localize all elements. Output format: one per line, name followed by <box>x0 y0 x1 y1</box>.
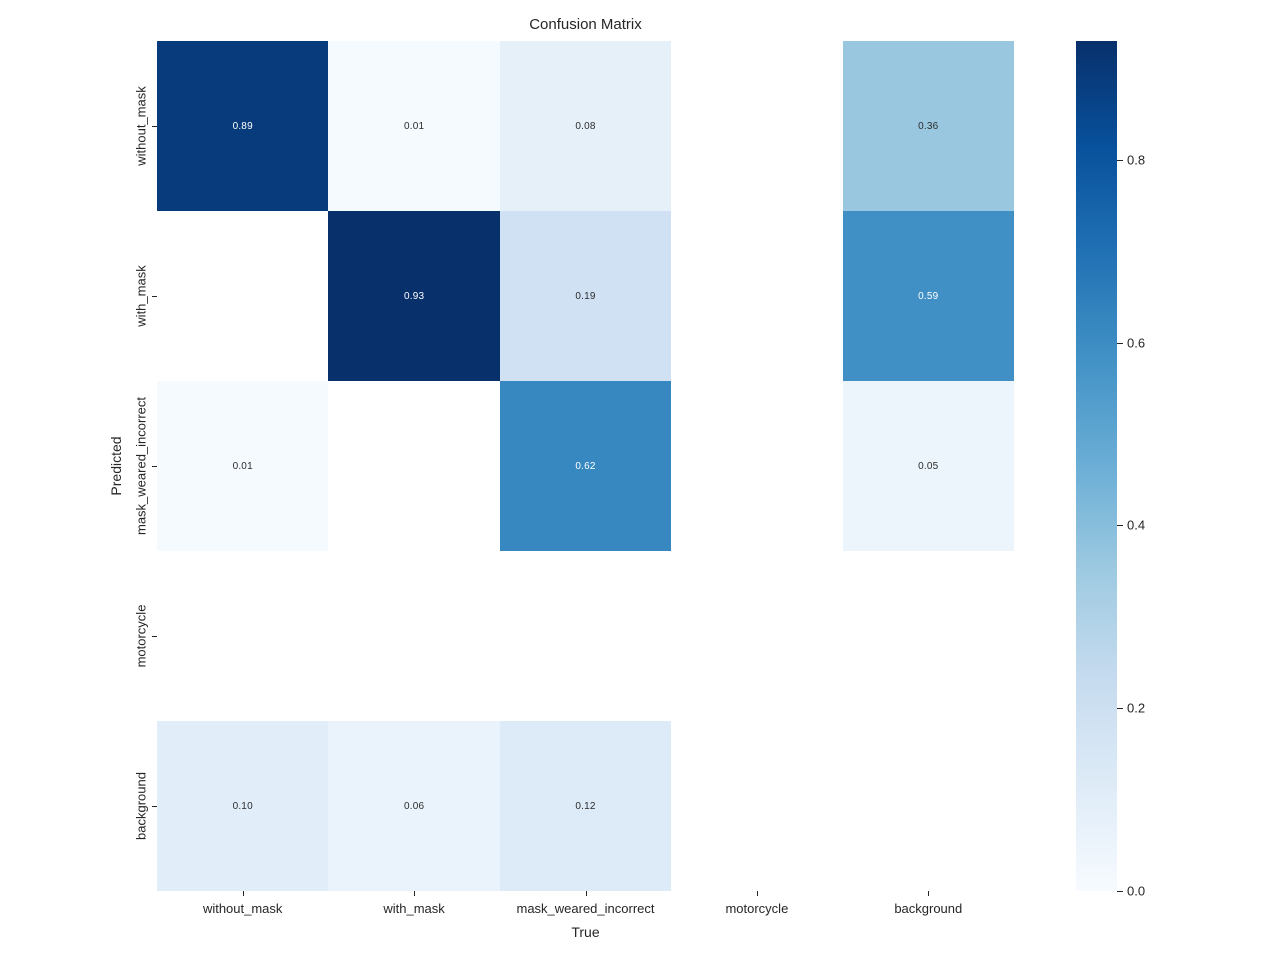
y-tickmark <box>152 296 157 297</box>
heatmap-cell-background-background <box>842 721 1014 891</box>
cell-value: 0.62 <box>575 460 596 472</box>
cell-value: 0.12 <box>575 800 596 812</box>
colorbar <box>1076 41 1117 891</box>
x-tickmark <box>756 891 758 896</box>
heatmap-cell-motorcycle-motorcycle <box>671 551 843 721</box>
y-tickmark <box>152 806 157 807</box>
heatmap-cell-mask_weared_incorrect-with_mask <box>328 381 500 551</box>
heatmap-cell-with_mask-mask_weared_incorrect: 0.19 <box>499 211 672 381</box>
x-tick-label-motorcycle: motorcycle <box>725 901 789 916</box>
y-tickmark <box>152 126 157 127</box>
colorbar-tickmark <box>1117 708 1123 710</box>
cell-value: 0.01 <box>403 120 425 132</box>
x-tick-label-background: background <box>894 901 963 916</box>
heatmap-cell-without_mask-mask_weared_incorrect: 0.08 <box>499 41 672 211</box>
cell-value: 0.05 <box>918 460 939 472</box>
colorbar-tick-label-0.0: 0.0 <box>1127 883 1146 899</box>
colorbar-tick-label-0.4: 0.4 <box>1127 517 1146 533</box>
y-tickmark <box>152 466 157 467</box>
heatmap-cell-motorcycle-background <box>842 551 1014 721</box>
cell-value: 0.19 <box>575 290 596 302</box>
colorbar-tick-label-0.6: 0.6 <box>1127 335 1146 351</box>
cell-value: 0.10 <box>232 800 253 812</box>
heatmap-cell-without_mask-without_mask: 0.89 <box>157 41 329 211</box>
heatmap-cell-motorcycle-with_mask <box>328 551 500 721</box>
heatmap-cell-motorcycle-mask_weared_incorrect <box>499 551 672 721</box>
cell-value: 0.89 <box>232 120 253 132</box>
colorbar-tickmark <box>1117 525 1123 527</box>
heatmap-cell-with_mask-motorcycle <box>671 211 843 381</box>
heatmap-cell-motorcycle-without_mask <box>157 551 329 721</box>
x-tickmark <box>585 891 587 896</box>
heatmap-cell-with_mask-background: 0.59 <box>842 211 1014 381</box>
heatmap-cell-background-mask_weared_incorrect: 0.12 <box>499 721 672 891</box>
colorbar-tick-label-0.8: 0.8 <box>1127 152 1146 168</box>
colorbar-tickmark <box>1117 159 1123 161</box>
cell-value: 0.59 <box>918 290 939 302</box>
x-tick-label-with_mask: with_mask <box>383 901 445 916</box>
x-tickmark <box>242 891 244 896</box>
heatmap-cell-with_mask-without_mask <box>157 211 329 381</box>
x-axis-label: True <box>571 924 600 940</box>
x-tickmark <box>928 891 930 896</box>
heatmap-cell-mask_weared_incorrect-mask_weared_incorrect: 0.62 <box>499 381 672 551</box>
x-tick-label-mask_weared_incorrect: mask_weared_incorrect <box>516 901 655 916</box>
heatmap-cell-mask_weared_incorrect-background: 0.05 <box>842 381 1014 551</box>
heatmap-cell-mask_weared_incorrect-without_mask: 0.01 <box>157 381 329 551</box>
x-tick-label-without_mask: without_mask <box>202 901 283 916</box>
heatmap-grid: 0.89 0.01 0.08 0.36 0.93 0.19 0.59 0.01 0.62 0.05… <box>157 41 1014 891</box>
colorbar-tickmark <box>1117 342 1123 344</box>
heatmap-cell-background-with_mask: 0.06 <box>328 721 500 891</box>
heatmap-cell-mask_weared_incorrect-motorcycle <box>671 381 843 551</box>
cell-value: 0.93 <box>403 290 425 302</box>
y-axis-label: Predicted <box>108 436 124 496</box>
heatmap-cell-background-motorcycle <box>671 721 843 891</box>
chart-title: Confusion Matrix <box>529 16 642 33</box>
cell-value: 0.36 <box>918 120 939 132</box>
y-tick-label-background: background <box>133 772 149 840</box>
heatmap-cell-without_mask-with_mask: 0.01 <box>328 41 500 211</box>
y-tick-label-motorcycle: motorcycle <box>133 604 149 668</box>
y-tick-label-with_mask: with_mask <box>133 265 149 327</box>
y-tick-label-without_mask: without_mask <box>133 86 149 166</box>
cell-value: 0.06 <box>403 800 425 812</box>
colorbar-tick-label-0.2: 0.2 <box>1127 700 1146 716</box>
cell-value: 0.08 <box>575 120 596 132</box>
y-tickmark <box>152 636 157 637</box>
x-tickmark <box>414 891 416 896</box>
heatmap-cell-background-without_mask: 0.10 <box>157 721 329 891</box>
heatmap-cell-without_mask-motorcycle <box>671 41 843 211</box>
colorbar-tickmark <box>1117 891 1123 892</box>
cell-value: 0.01 <box>232 460 253 472</box>
y-tick-label-mask_weared_incorrect: mask_weared_incorrect <box>133 396 149 536</box>
heatmap-cell-without_mask-background: 0.36 <box>842 41 1014 211</box>
heatmap-cell-with_mask-with_mask: 0.93 <box>328 211 500 381</box>
